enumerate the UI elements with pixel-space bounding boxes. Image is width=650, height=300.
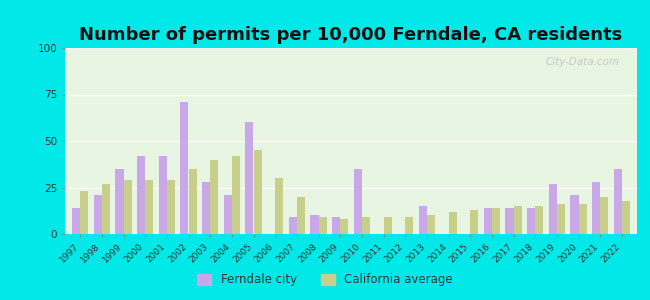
Bar — [535, 206, 543, 234]
Bar — [310, 215, 318, 234]
Bar — [80, 191, 88, 234]
Bar — [384, 217, 392, 234]
Bar — [484, 208, 492, 234]
Bar — [72, 208, 80, 234]
Bar — [102, 184, 110, 234]
Bar — [427, 215, 435, 234]
Bar — [578, 204, 587, 234]
Bar — [492, 208, 500, 234]
Bar — [592, 182, 600, 234]
Bar — [419, 206, 427, 234]
Bar — [570, 195, 578, 234]
Bar — [254, 150, 262, 234]
Bar — [145, 180, 153, 234]
Bar — [549, 184, 557, 234]
Bar — [448, 212, 457, 234]
Bar — [527, 208, 535, 234]
Bar — [188, 169, 197, 234]
Bar — [405, 217, 413, 234]
Bar — [600, 197, 608, 234]
Bar — [167, 180, 175, 234]
Bar — [622, 200, 630, 234]
Bar — [340, 219, 348, 234]
Bar — [614, 169, 622, 234]
Bar — [297, 197, 305, 234]
Bar — [275, 178, 283, 234]
Bar — [202, 182, 210, 234]
Bar — [245, 122, 254, 234]
Bar — [210, 160, 218, 234]
Bar — [94, 195, 102, 234]
Bar — [557, 204, 565, 234]
Bar — [137, 156, 145, 234]
Bar — [332, 217, 340, 234]
Bar — [505, 208, 514, 234]
Bar — [289, 217, 297, 234]
Bar — [354, 169, 362, 234]
Bar — [470, 210, 478, 234]
Bar — [224, 195, 232, 234]
Bar — [232, 156, 240, 234]
Bar — [318, 217, 327, 234]
Bar — [180, 102, 188, 234]
Bar — [514, 206, 522, 234]
Bar — [115, 169, 124, 234]
Bar — [124, 180, 132, 234]
Title: Number of permits per 10,000 Ferndale, CA residents: Number of permits per 10,000 Ferndale, C… — [79, 26, 623, 44]
Legend: Ferndale city, California average: Ferndale city, California average — [192, 269, 458, 291]
Bar — [362, 217, 370, 234]
Bar — [159, 156, 167, 234]
Text: City-Data.com: City-Data.com — [546, 57, 620, 67]
